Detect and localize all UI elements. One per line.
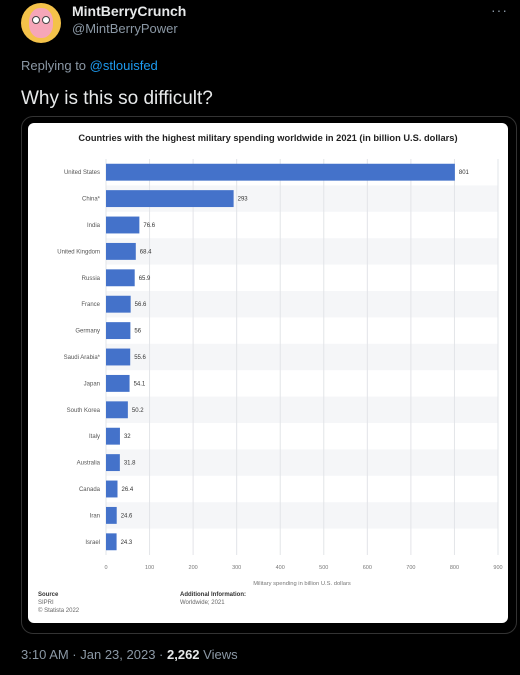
replying-to-line: Replying to @stlouisfed (21, 58, 158, 73)
x-tick-label: 600 (363, 565, 372, 571)
y-category-label: Australia (77, 461, 101, 467)
chart-title: Countries with the highest military spen… (78, 133, 458, 143)
y-category-label: Italy (89, 434, 100, 440)
info-line: Worldwide; 2021 (180, 600, 225, 606)
avatar-eye-right (42, 16, 50, 24)
x-tick-label: 900 (493, 565, 502, 571)
bar-value-label: 24.6 (121, 513, 133, 519)
bar-chart: 0 100 200 300 400 500 600 700 800 900 United State… (57, 159, 503, 587)
bar (106, 480, 118, 498)
bar-value-label: 293 (238, 197, 249, 203)
views-label: Views (203, 647, 238, 662)
y-category-label: France (81, 302, 100, 308)
y-category-label: Israel (85, 540, 100, 546)
bar (106, 190, 234, 208)
bar-value-label: 26.4 (121, 487, 133, 493)
reply-mention-link[interactable]: @stlouisfed (89, 58, 158, 73)
replying-prefix: Replying to (21, 58, 87, 73)
row-band (106, 502, 498, 529)
user-handle[interactable]: @MintBerryPower (72, 21, 178, 36)
bar (106, 401, 128, 419)
bar (106, 163, 455, 181)
bar (106, 216, 140, 234)
bar (106, 269, 135, 287)
bar-value-label: 32 (124, 434, 131, 440)
bar-value-label: 56 (134, 329, 141, 335)
bar-value-label: 24.3 (121, 540, 133, 546)
bar-value-label: 56.6 (135, 302, 147, 308)
timestamp[interactable]: 3:10 AM · Jan 23, 2023 · (21, 647, 164, 662)
x-tick-label: 800 (450, 565, 459, 571)
tweet-meta: 3:10 AM · Jan 23, 2023 · 2,262 Views (21, 647, 238, 662)
bar-value-label: 76.6 (143, 223, 155, 229)
x-tick-label: 700 (406, 565, 415, 571)
bar (106, 454, 120, 472)
y-category-label: United Kingdom (57, 249, 100, 255)
x-tick-label: 300 (232, 565, 241, 571)
y-category-label: Saudi Arabia* (64, 355, 101, 361)
avatar-eye-left (32, 16, 40, 24)
bar (106, 374, 130, 392)
y-category-label: Germany (75, 329, 100, 335)
row-band (106, 343, 498, 371)
row-band (106, 449, 498, 476)
source-line: © Statista 2022 (38, 608, 80, 614)
bar-value-label: 68.4 (140, 249, 152, 255)
bar-value-label: 65.9 (139, 276, 151, 282)
row-band (106, 396, 498, 423)
y-category-label: United States (64, 170, 100, 176)
avatar[interactable] (21, 3, 61, 43)
y-category-label: Iran (90, 513, 100, 519)
chart-source: Source SIPRI © Statista 2022 (38, 591, 79, 615)
bar (106, 348, 131, 366)
bar (106, 322, 131, 340)
chart-card: Countries with the highest military spen… (28, 123, 508, 623)
bar-value-label: 50.2 (132, 408, 144, 414)
source-heading: Source (38, 592, 59, 598)
bar (106, 295, 131, 313)
bar-value-label: 54.1 (134, 381, 146, 387)
y-category-label: India (87, 223, 101, 229)
bar-value-label: 55.6 (134, 355, 146, 361)
views-count: 2,262 (167, 647, 200, 662)
bar (106, 242, 136, 260)
x-tick-label: 100 (145, 565, 154, 571)
y-category-label: Japan (84, 381, 100, 387)
x-tick-label: 400 (276, 565, 285, 571)
row-band (106, 238, 498, 265)
bar-value-label: 801 (459, 170, 470, 176)
y-category-label: South Korea (67, 408, 101, 414)
y-category-label: China* (82, 197, 101, 203)
row-band (106, 291, 498, 318)
bar-value-label: 31.8 (124, 461, 136, 467)
x-axis-label: Military spending in billion U.S. dollar… (253, 581, 351, 587)
tweet-text: Why is this so difficult? (21, 88, 213, 109)
x-tick-label: 200 (189, 565, 198, 571)
x-tick-label: 0 (104, 565, 107, 571)
bar (106, 533, 117, 551)
y-category-label: Canada (79, 487, 101, 493)
tweet-media[interactable]: Countries with the highest military spen… (21, 116, 517, 634)
chart-additional-info: Additional Information: Worldwide; 2021 (180, 591, 246, 607)
bar (106, 506, 117, 524)
bar (106, 427, 120, 445)
source-line: SIPRI (38, 600, 54, 606)
info-heading: Additional Information: (180, 592, 246, 598)
display-name[interactable]: MintBerryCrunch (72, 3, 187, 19)
x-tick-label: 500 (319, 565, 328, 571)
more-options-icon[interactable]: ··· (491, 2, 508, 18)
y-category-label: Russia (82, 276, 101, 282)
